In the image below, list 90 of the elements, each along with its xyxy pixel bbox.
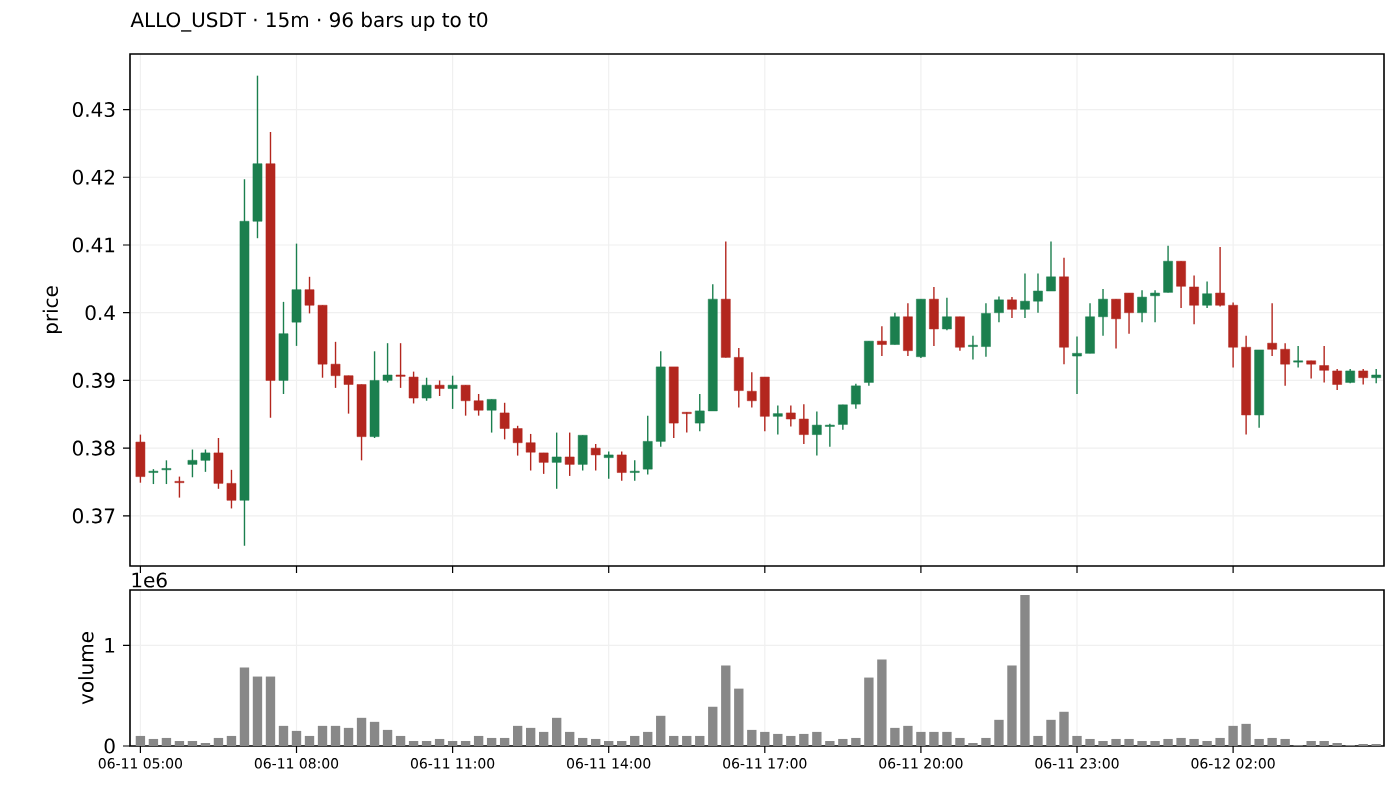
bar bbox=[265, 676, 276, 746]
bar bbox=[617, 740, 627, 746]
y-tick-label: 0.41 bbox=[72, 237, 115, 253]
candlestick bbox=[1007, 296, 1017, 319]
bar bbox=[669, 735, 679, 746]
candlestick bbox=[629, 459, 640, 482]
bar bbox=[213, 737, 224, 746]
bar bbox=[460, 740, 471, 746]
bar bbox=[538, 731, 549, 746]
candlestick bbox=[447, 374, 458, 410]
candlestick bbox=[278, 301, 289, 395]
bar bbox=[135, 735, 146, 746]
candlestick bbox=[903, 302, 913, 357]
bar bbox=[317, 725, 328, 746]
y-tick-label: 0.38 bbox=[72, 440, 115, 456]
bar bbox=[161, 737, 172, 746]
candlestick bbox=[551, 431, 562, 490]
bar bbox=[721, 665, 731, 746]
bar bbox=[304, 735, 315, 746]
bar bbox=[578, 737, 588, 746]
bar bbox=[747, 729, 757, 746]
candlestick bbox=[421, 377, 432, 402]
bar bbox=[291, 730, 302, 746]
bar bbox=[643, 731, 653, 746]
bar bbox=[630, 735, 640, 746]
candlestick bbox=[890, 312, 900, 346]
bar bbox=[382, 729, 393, 746]
bar bbox=[565, 731, 575, 746]
bar bbox=[499, 737, 510, 746]
y-tick-label: 0.37 bbox=[72, 508, 115, 524]
candlestick bbox=[994, 295, 1004, 323]
candlestick bbox=[1306, 360, 1316, 380]
candlestick bbox=[590, 443, 601, 472]
candlestick bbox=[955, 316, 965, 352]
y-tick-label: 0.43 bbox=[72, 101, 115, 118]
candlestick bbox=[564, 431, 575, 477]
bar bbox=[682, 735, 692, 746]
bar bbox=[695, 735, 705, 746]
y-tick-label: 1 bbox=[105, 638, 115, 653]
bar bbox=[473, 735, 484, 746]
bar bbox=[551, 717, 562, 746]
bar bbox=[760, 731, 770, 746]
candlestick bbox=[864, 340, 874, 387]
candlestick bbox=[1293, 345, 1303, 369]
bar bbox=[239, 667, 250, 746]
candlestick bbox=[1202, 280, 1212, 309]
bar bbox=[421, 740, 432, 746]
bar bbox=[356, 717, 367, 746]
candlestick bbox=[291, 242, 302, 347]
y-tick-label: 0.4 bbox=[85, 305, 115, 321]
text: 1e6 bbox=[132, 572, 167, 588]
candlestick bbox=[577, 434, 588, 472]
bar bbox=[278, 725, 289, 746]
bar bbox=[604, 740, 614, 746]
candlestick bbox=[135, 433, 146, 484]
bar bbox=[408, 740, 419, 746]
chart-title: ALLO_USDT · 15m · 96 bars up to t0 bbox=[130, 11, 488, 32]
bar bbox=[591, 738, 601, 746]
candlestick bbox=[161, 459, 172, 485]
bar bbox=[252, 676, 263, 746]
candlestick bbox=[174, 475, 185, 499]
bar bbox=[486, 737, 497, 746]
bar bbox=[734, 688, 744, 746]
bar bbox=[656, 715, 666, 746]
candlestick bbox=[773, 404, 783, 436]
bar bbox=[148, 738, 159, 746]
y-tick-label: 0.42 bbox=[72, 169, 114, 185]
bar bbox=[187, 740, 198, 746]
bar bbox=[343, 727, 354, 746]
candlestick bbox=[616, 450, 627, 482]
bar bbox=[434, 738, 445, 746]
bar bbox=[708, 706, 718, 746]
candlestick bbox=[603, 450, 614, 480]
bar bbox=[330, 725, 341, 746]
bar bbox=[226, 735, 237, 746]
bar bbox=[395, 735, 406, 746]
y-axis-title: price bbox=[42, 286, 62, 333]
y-tick-label: 0.39 bbox=[72, 372, 115, 388]
bar bbox=[525, 727, 536, 746]
y-tick-label: 0 bbox=[104, 738, 115, 754]
bar bbox=[174, 740, 185, 746]
candlestick bbox=[1137, 289, 1147, 323]
candlestick bbox=[486, 398, 497, 434]
bar bbox=[369, 721, 380, 746]
bar bbox=[512, 725, 523, 746]
candlestick bbox=[942, 297, 952, 332]
candlestick bbox=[929, 286, 939, 347]
candlestick bbox=[877, 325, 887, 357]
bar bbox=[447, 740, 458, 746]
y-axis-title: volume bbox=[78, 632, 94, 705]
